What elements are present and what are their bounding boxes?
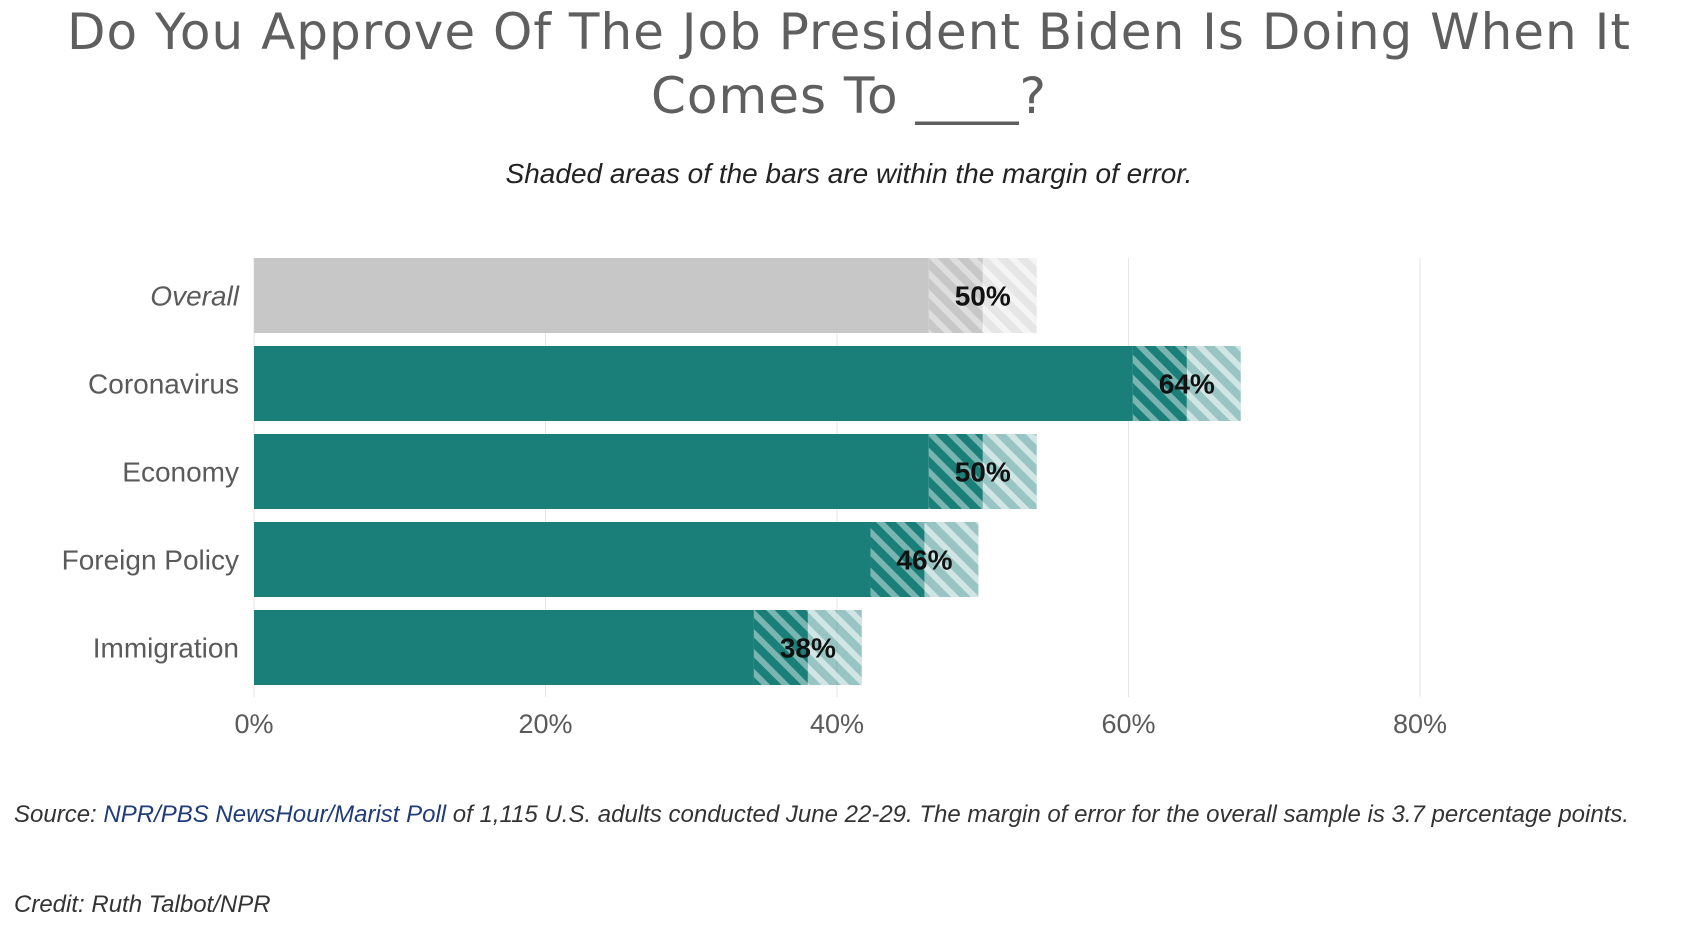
bars-layer xyxy=(254,258,1241,685)
value-label: 50% xyxy=(955,281,1011,312)
bar-solid xyxy=(254,522,871,597)
category-label: Foreign Policy xyxy=(62,545,239,576)
value-label: 64% xyxy=(1159,369,1215,400)
source-link[interactable]: NPR/PBS NewsHour/Marist Poll xyxy=(103,801,447,828)
x-axis: 0% 20% 40% 60% 80% xyxy=(234,709,1447,739)
category-label: Overall xyxy=(150,281,239,312)
labels-layer: Overall 50% Coronavirus 64% Economy 50% Foreig… xyxy=(62,281,1215,664)
bar-moe-upper-hatch xyxy=(807,610,862,685)
x-tick-label: 80% xyxy=(1393,709,1447,739)
chart-source-note: Source: NPR/PBS NewsHour/Marist Poll of … xyxy=(14,792,1674,838)
x-tick-label: 60% xyxy=(1101,709,1155,739)
bar-moe-lower-hatch xyxy=(870,522,925,597)
bar-chart: Overall 50% Coronavirus 64% Economy 50% Foreig… xyxy=(62,258,1447,739)
source-rest: of 1,115 U.S. adults conducted June 22-2… xyxy=(446,801,1630,828)
category-label: Coronavirus xyxy=(88,369,239,400)
bar-solid xyxy=(254,258,929,333)
source-prefix: Source: xyxy=(14,801,104,828)
bar-moe-lower-hatch xyxy=(753,610,808,685)
bar-solid xyxy=(254,434,929,509)
x-tick-label: 20% xyxy=(518,709,572,739)
category-label: Immigration xyxy=(93,633,239,664)
bar-moe-upper-hatch xyxy=(982,434,1037,509)
value-label: 46% xyxy=(896,545,952,576)
chart-credit: Credit: Ruth Talbot/NPR xyxy=(14,891,271,918)
bar-solid xyxy=(254,346,1133,421)
chart-title: Do You Approve Of The Job President Bide… xyxy=(67,3,1631,125)
category-label: Economy xyxy=(122,457,239,488)
bar-moe-lower-hatch xyxy=(928,258,983,333)
value-label: 38% xyxy=(780,633,836,664)
value-label: 50% xyxy=(955,457,1011,488)
bar-moe-upper-hatch xyxy=(1186,346,1241,421)
bar-moe-lower-hatch xyxy=(928,434,983,509)
bar-moe-upper-hatch xyxy=(982,258,1037,333)
bar-solid xyxy=(254,610,754,685)
x-tick-label: 0% xyxy=(234,709,273,739)
x-tick-label: 40% xyxy=(810,709,864,739)
bar-moe-lower-hatch xyxy=(1132,346,1187,421)
chart-subtitle: Shaded areas of the bars are within the … xyxy=(505,158,1193,189)
bar-moe-upper-hatch xyxy=(924,522,979,597)
